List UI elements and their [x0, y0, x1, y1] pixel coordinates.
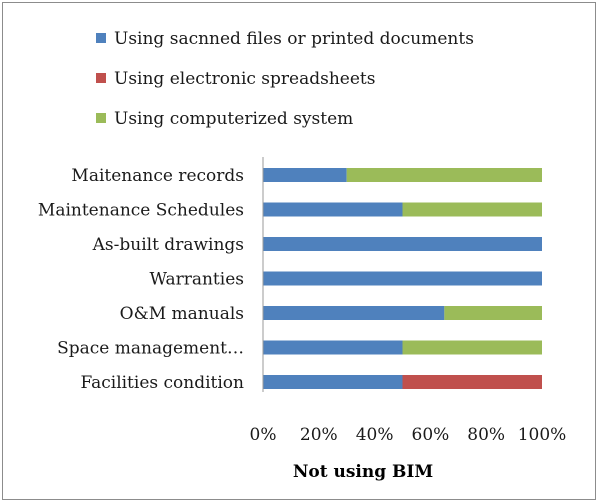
category-label: O&M manuals — [120, 304, 244, 324]
bar-segment-using-computerized-system — [346, 168, 542, 182]
bar-segment-using-computerized-system — [402, 340, 542, 355]
bar-segment-using-sacnned-files-or-printed-documents — [263, 202, 403, 217]
category-label: Maitenance records — [71, 166, 244, 186]
category-label: Warranties — [149, 270, 244, 290]
x-axis-title: Not using BIM — [293, 462, 434, 482]
x-tick-label: 40% — [356, 425, 394, 445]
legend-label-using-computerized-system: Using computerized system — [114, 109, 353, 129]
bar-segment-using-sacnned-files-or-printed-documents — [263, 237, 542, 251]
category-label: As-built drawings — [92, 235, 244, 255]
x-tick-label: 60% — [412, 425, 450, 445]
bar-segment-using-sacnned-files-or-printed-documents — [263, 306, 445, 320]
legend-label-using-sacnned-files-or-printed-documents: Using sacnned files or printed documents — [114, 29, 474, 49]
category-labels: Maitenance records Maintenance Schedules A… — [38, 166, 244, 393]
bar-segment-using-electronic-spreadsheets — [402, 375, 542, 389]
x-tick-label: 80% — [467, 425, 505, 445]
bar-segment-using-sacnned-files-or-printed-documents — [263, 375, 403, 389]
legend-swatch-using-computerized-system — [96, 113, 106, 123]
x-tick-label: 20% — [300, 425, 338, 445]
bar-segment-using-sacnned-files-or-printed-documents — [263, 271, 542, 286]
legend-label-using-electronic-spreadsheets: Using electronic spreadsheets — [114, 69, 375, 89]
legend-swatch-using-electronic-spreadsheets — [96, 73, 106, 83]
category-label: Facilities condition — [80, 373, 244, 393]
bar-segment-using-sacnned-files-or-printed-documents — [263, 168, 347, 182]
bar-segment-using-computerized-system — [402, 202, 542, 217]
bars — [263, 168, 542, 389]
bar-segment-using-computerized-system — [444, 306, 542, 320]
category-label: Space management… — [57, 339, 244, 359]
category-label: Maintenance Schedules — [38, 201, 244, 221]
legend-swatch-using-sacnned-files-or-printed-documents — [96, 33, 106, 43]
x-tick-labels: 0% 20% 40% 60% 80% 100% — [250, 425, 567, 445]
bar-segment-using-sacnned-files-or-printed-documents — [263, 340, 403, 355]
x-tick-label: 0% — [250, 425, 277, 445]
legend: Using sacnned files or printed documents… — [96, 29, 474, 129]
x-tick-label: 100% — [518, 425, 567, 445]
